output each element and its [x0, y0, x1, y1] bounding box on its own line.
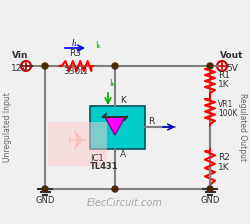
Text: 12V: 12V — [11, 64, 29, 73]
Text: Iₖ: Iₖ — [95, 41, 101, 50]
Text: R1: R1 — [218, 71, 230, 80]
Text: R: R — [148, 117, 154, 126]
Text: A: A — [120, 150, 126, 159]
Text: IC1: IC1 — [90, 154, 104, 163]
Circle shape — [112, 186, 118, 192]
Text: R2: R2 — [218, 153, 230, 162]
Text: Unregulated Input: Unregulated Input — [4, 93, 13, 162]
Bar — [90, 106, 145, 149]
Text: Iₖ: Iₖ — [109, 79, 115, 88]
Text: GND: GND — [200, 196, 220, 205]
Circle shape — [42, 186, 48, 192]
Text: 1K: 1K — [218, 80, 230, 89]
Circle shape — [42, 63, 48, 69]
Polygon shape — [105, 117, 125, 135]
Text: GND: GND — [35, 196, 55, 205]
Text: Vin: Vin — [12, 51, 28, 60]
Text: Regulated Output: Regulated Output — [238, 93, 246, 162]
Text: TL431: TL431 — [90, 162, 119, 171]
Circle shape — [207, 63, 213, 69]
Text: Vout: Vout — [220, 51, 244, 60]
FancyBboxPatch shape — [48, 122, 107, 166]
Text: K: K — [120, 96, 126, 105]
Circle shape — [112, 63, 118, 69]
Circle shape — [207, 186, 213, 192]
Text: 100K: 100K — [218, 108, 238, 118]
Text: ElecCircuit.com: ElecCircuit.com — [87, 198, 163, 208]
Text: 1K: 1K — [218, 163, 230, 172]
Text: VR1: VR1 — [218, 99, 234, 108]
Text: ✈: ✈ — [66, 130, 87, 154]
Text: 330Ω: 330Ω — [63, 67, 87, 76]
Text: R3: R3 — [69, 49, 81, 58]
Text: 5V: 5V — [226, 64, 238, 73]
Text: I₁: I₁ — [72, 39, 78, 48]
